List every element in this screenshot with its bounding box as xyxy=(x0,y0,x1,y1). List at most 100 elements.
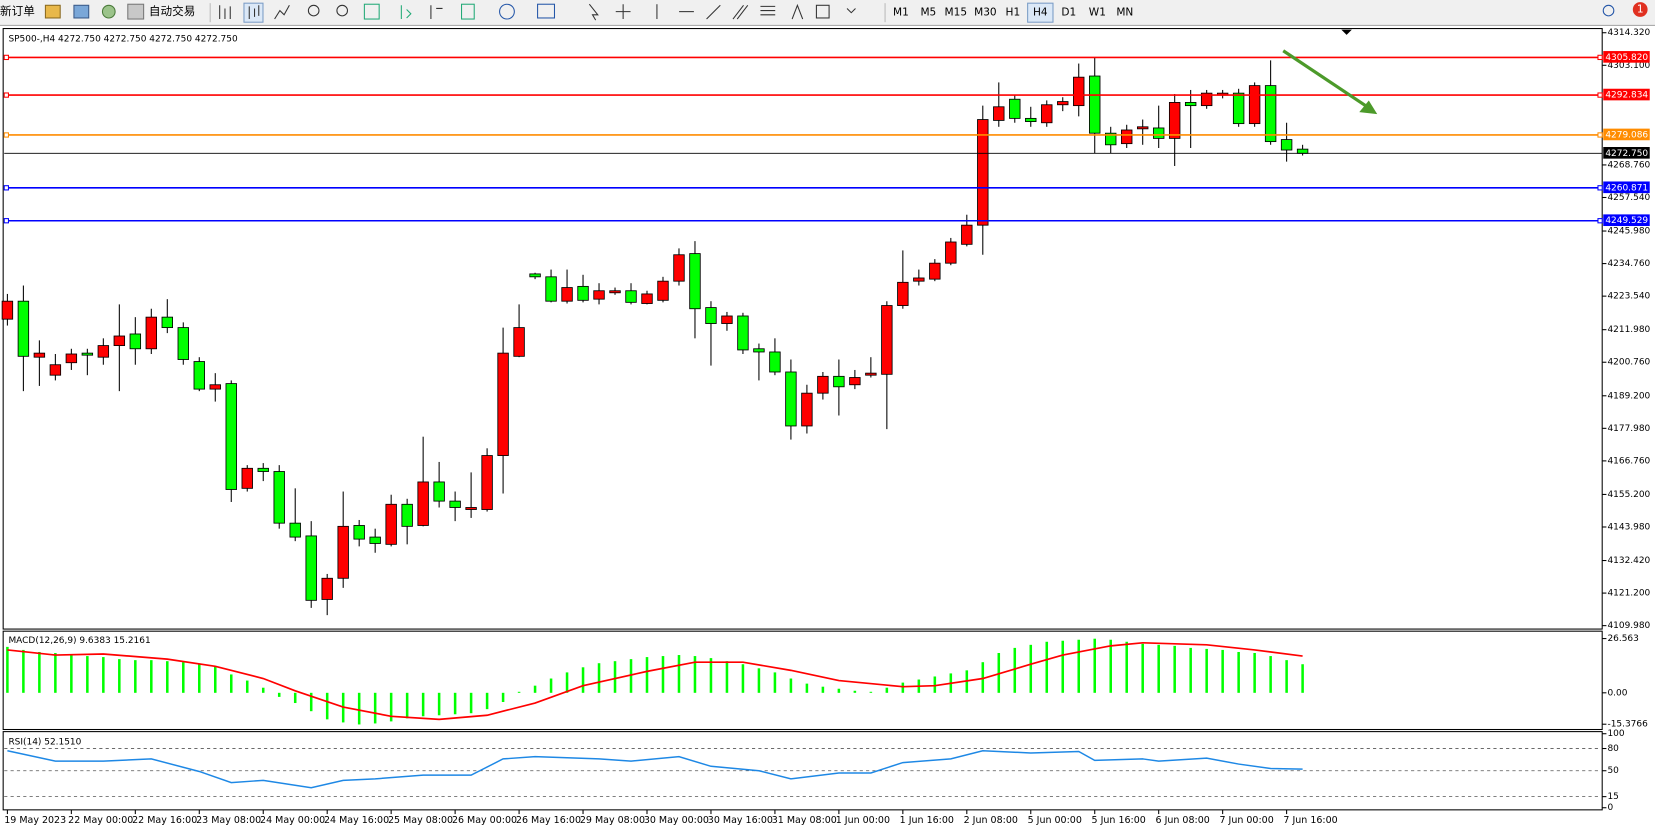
macd-bar xyxy=(389,692,393,722)
level-label: 4260.871 xyxy=(1605,183,1648,193)
timeframe-button[interactable]: M30 xyxy=(974,7,997,19)
macd-bar xyxy=(1045,641,1049,693)
macd-bar xyxy=(1157,644,1160,693)
macd-bar xyxy=(981,662,985,693)
candle-body xyxy=(785,371,797,427)
x-tick-label: 26 May 16:00 xyxy=(516,815,581,826)
notification-count: 1 xyxy=(1637,4,1644,16)
candle-body xyxy=(145,316,158,350)
macd-bar xyxy=(1077,639,1081,693)
candle-body xyxy=(33,352,46,358)
crosshair-icon[interactable] xyxy=(615,4,631,20)
toolbar-icon[interactable] xyxy=(101,4,116,19)
level-label-box xyxy=(1603,214,1650,227)
macd-bar xyxy=(805,683,809,693)
candle-body xyxy=(849,377,861,386)
macd-bar xyxy=(1029,644,1033,693)
line-chart-icon[interactable] xyxy=(274,5,290,20)
y-tick-label: 4166.760 xyxy=(1607,456,1650,466)
candle-body xyxy=(161,316,173,329)
candle-body xyxy=(977,119,989,226)
candle-body xyxy=(801,392,813,427)
shift-marker xyxy=(1341,29,1352,35)
candle-body xyxy=(177,327,189,360)
templates-icon[interactable] xyxy=(537,3,556,19)
timeframe-button[interactable]: H4 xyxy=(1033,7,1048,19)
candle-body xyxy=(497,352,509,456)
y-tick-label: 4234.760 xyxy=(1607,259,1650,269)
x-tick-label: 5 Jun 16:00 xyxy=(1092,815,1146,826)
toolbar-icon[interactable] xyxy=(44,4,61,19)
auto-trading-icon[interactable] xyxy=(127,3,145,20)
channel-icon[interactable] xyxy=(732,4,749,20)
fibo-icon[interactable] xyxy=(760,5,776,16)
timeframe-button[interactable]: M5 xyxy=(920,7,936,19)
macd-bar xyxy=(725,661,729,693)
candle-body xyxy=(1121,129,1133,145)
timeframe-button[interactable]: D1 xyxy=(1061,7,1076,19)
candle-chart-icon[interactable] xyxy=(243,2,264,23)
candle-body xyxy=(881,305,893,375)
toolbar-icon[interactable] xyxy=(73,4,90,19)
timeframe-button[interactable]: MN xyxy=(1116,7,1133,19)
candle-body xyxy=(81,352,94,356)
candle-body xyxy=(1264,85,1277,143)
candle-body xyxy=(769,351,781,373)
x-tick-label: 30 May 16:00 xyxy=(708,815,773,826)
zoom-in-icon[interactable] xyxy=(307,4,320,17)
macd-bar xyxy=(261,687,265,693)
candle-body xyxy=(113,335,126,347)
macd-bar xyxy=(198,664,201,693)
shift-icon[interactable] xyxy=(400,5,412,20)
panel-title: MACD(12,26,9) 9.6383 15.2161 xyxy=(8,636,150,646)
search-icon[interactable] xyxy=(1602,4,1615,17)
tile-icon[interactable] xyxy=(363,3,380,20)
new-order-button[interactable]: 新订单 xyxy=(0,4,35,18)
active-timeframe xyxy=(1027,2,1054,23)
candle-body xyxy=(1152,127,1165,139)
autoscroll-icon[interactable] xyxy=(430,5,443,20)
timeframe-button[interactable]: M1 xyxy=(893,7,909,19)
level-handle xyxy=(3,185,9,191)
macd-bar xyxy=(453,692,457,715)
periods-icon[interactable] xyxy=(499,3,515,20)
label-icon[interactable] xyxy=(815,4,830,19)
y-tick-label: 4189.200 xyxy=(1607,391,1650,401)
zoom-out-icon[interactable] xyxy=(336,4,349,17)
timeframe-button[interactable]: M15 xyxy=(945,7,968,19)
x-tick-label: 22 May 16:00 xyxy=(132,815,197,826)
macd-bar xyxy=(150,660,153,693)
timeframe-button[interactable]: W1 xyxy=(1089,7,1106,19)
candle-body xyxy=(737,315,749,351)
arrows-icon[interactable] xyxy=(846,8,856,14)
trendline-icon[interactable] xyxy=(706,4,721,20)
macd-bar xyxy=(309,692,313,712)
macd-bar xyxy=(1061,640,1065,693)
macd-bar xyxy=(102,657,105,693)
bar-chart-icon[interactable] xyxy=(219,5,231,20)
candle-body xyxy=(929,262,941,280)
x-tick-label: 29 May 08:00 xyxy=(580,815,645,826)
macd-frame xyxy=(2,630,1603,731)
candle-body xyxy=(1057,101,1069,106)
indicators-icon[interactable] xyxy=(461,3,475,20)
text-icon[interactable] xyxy=(791,3,804,20)
macd-bar xyxy=(70,655,73,693)
timeframes: M1 M5 M15 M30 H1 H4 D1 W1 MN xyxy=(893,2,1133,23)
cursor-icon[interactable] xyxy=(588,3,599,21)
candle-body xyxy=(1089,75,1101,134)
timeframe-button[interactable]: H1 xyxy=(1006,7,1021,19)
candle-body xyxy=(641,293,653,304)
macd-bar xyxy=(1093,638,1096,693)
notification-badge[interactable] xyxy=(1632,2,1648,17)
candle-body xyxy=(305,535,317,601)
macd-bar xyxy=(853,690,857,693)
auto-trading-button[interactable]: 自动交易 xyxy=(149,4,195,18)
macd-bar xyxy=(229,674,233,693)
level-handle xyxy=(3,92,9,98)
trend-arrow xyxy=(1282,49,1367,108)
y-tick-label: 4109.980 xyxy=(1607,621,1650,631)
candle-body xyxy=(353,525,365,540)
macd-bar xyxy=(869,691,873,693)
macd-bar xyxy=(533,685,537,693)
